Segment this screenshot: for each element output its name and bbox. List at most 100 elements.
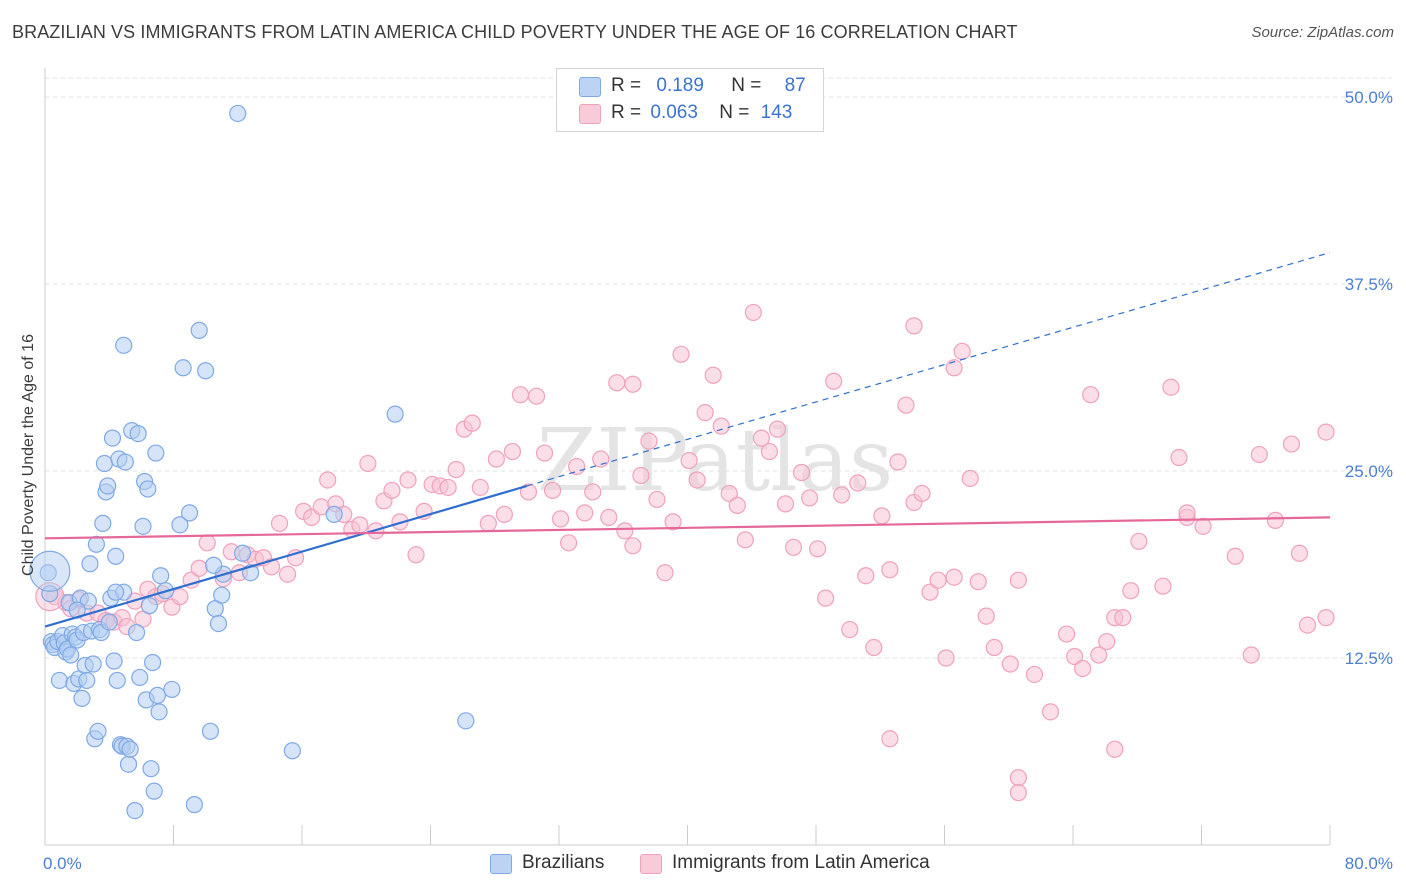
- bottom-label-brazilians: Brazilians: [522, 852, 605, 873]
- brazilians-point: [73, 689, 91, 707]
- brazilians-point: [107, 583, 125, 601]
- legend-n-value: 143: [760, 102, 793, 123]
- legend-n-value: 87: [784, 75, 806, 96]
- immigrants-point: [648, 490, 666, 509]
- axes: [44, 68, 1331, 846]
- immigrants-point: [1098, 632, 1116, 651]
- brazilians-point: [119, 755, 138, 773]
- x-tick-label: 80.0%: [1345, 854, 1393, 873]
- immigrants-point: [776, 495, 795, 513]
- immigrants-point: [1082, 386, 1100, 404]
- immigrants-point: [1025, 665, 1044, 684]
- immigrants-point: [784, 538, 803, 556]
- immigrants-point: [319, 471, 337, 489]
- brazilians-point: [116, 453, 134, 471]
- immigrants-point: [270, 514, 289, 532]
- brazilians-point: [180, 504, 199, 522]
- brazilians-point: [89, 722, 107, 740]
- immigrants-point: [1114, 609, 1132, 627]
- immigrants-point: [1317, 609, 1335, 627]
- immigrants-point: [640, 432, 658, 450]
- immigrants-point: [680, 451, 698, 470]
- brazilians-point: [107, 547, 125, 565]
- immigrants-point: [985, 638, 1003, 657]
- immigrants-point: [873, 507, 891, 525]
- legend-r-value: 0.063: [650, 102, 698, 123]
- immigrants-point: [881, 561, 899, 579]
- immigrants-point: [977, 607, 995, 625]
- brazilians-point: [94, 514, 112, 532]
- brazilians-point: [325, 505, 343, 523]
- immigrants-point: [1074, 659, 1092, 678]
- immigrants-point: [600, 508, 618, 526]
- brazilians-point: [126, 801, 144, 820]
- brazilians-point: [78, 671, 96, 690]
- y-axis-label: Child Poverty Under the Age of 16: [20, 334, 37, 576]
- legend-r-label: R =: [611, 102, 642, 123]
- immigrants-point: [1090, 646, 1108, 664]
- immigrants-point: [471, 478, 489, 497]
- immigrants-point: [632, 466, 650, 485]
- immigrants-point: [383, 481, 401, 500]
- immigrants-point: [945, 359, 963, 377]
- brazilians-trend-line: [44, 484, 528, 628]
- immigrants-point: [1154, 577, 1172, 595]
- immigrants-point: [1122, 582, 1140, 600]
- y-tick-label: 12.5%: [1345, 649, 1393, 668]
- immigrants-point: [768, 420, 787, 438]
- brazilians-points: [29, 104, 475, 820]
- immigrants-point: [359, 454, 377, 473]
- brazilians-point: [190, 321, 208, 339]
- immigrants-point: [487, 450, 505, 468]
- immigrants-point: [560, 534, 578, 552]
- brazilians-point: [108, 671, 126, 690]
- immigrants-point: [543, 481, 562, 500]
- immigrants-point: [881, 730, 899, 748]
- y-tick-label: 50.0%: [1345, 88, 1393, 107]
- brazilians-point: [144, 653, 162, 672]
- immigrants-point: [439, 478, 457, 497]
- chart-title: BRAZILIAN VS IMMIGRANTS FROM LATIN AMERI…: [12, 22, 1018, 42]
- brazilians-point: [145, 782, 163, 800]
- brazilians-point: [105, 652, 123, 670]
- brazilians-point: [163, 680, 181, 699]
- immigrants-point: [760, 442, 779, 461]
- immigrants-point: [825, 372, 843, 390]
- brazilians-point: [79, 592, 97, 610]
- immigrants-point: [1194, 517, 1212, 535]
- brazilians-point: [81, 555, 99, 573]
- immigrants-point: [857, 567, 875, 585]
- immigrants-point: [190, 559, 208, 577]
- brazilians-point: [457, 712, 475, 730]
- brazilians-point: [147, 444, 165, 462]
- immigrants-point: [171, 588, 189, 606]
- immigrants-point: [792, 463, 811, 482]
- brazilians-point: [99, 477, 117, 495]
- immigrants-point: [672, 345, 690, 363]
- immigrants-point: [841, 620, 859, 639]
- immigrants-point: [961, 469, 979, 488]
- immigrants-point: [744, 303, 762, 322]
- brazilians-point: [127, 623, 146, 642]
- immigrants-point: [1066, 647, 1084, 666]
- immigrants-point: [664, 513, 682, 531]
- legend-n-label: N =: [731, 75, 762, 96]
- immigrants-point: [519, 483, 538, 501]
- source-label: Source: ZipAtlas.com: [1251, 24, 1394, 41]
- immigrants-point: [1317, 423, 1335, 441]
- immigrants-point: [1162, 378, 1180, 396]
- immigrants-point: [897, 396, 915, 414]
- immigrants-point: [568, 457, 586, 476]
- immigrants-point: [688, 471, 706, 489]
- brazilians-point: [171, 516, 189, 534]
- immigrants-point: [865, 638, 883, 657]
- immigrants-point: [736, 531, 754, 549]
- immigrants-point: [1226, 547, 1244, 565]
- immigrants-point: [511, 386, 530, 404]
- brazilians-point: [213, 586, 231, 604]
- immigrants-point: [608, 374, 626, 392]
- tick-labels: 12.5% 25.0% 37.5% 50.0% 0.0% 80.0%: [43, 88, 1393, 873]
- immigrants-point: [407, 546, 425, 564]
- y-tick-label: 37.5%: [1345, 275, 1393, 294]
